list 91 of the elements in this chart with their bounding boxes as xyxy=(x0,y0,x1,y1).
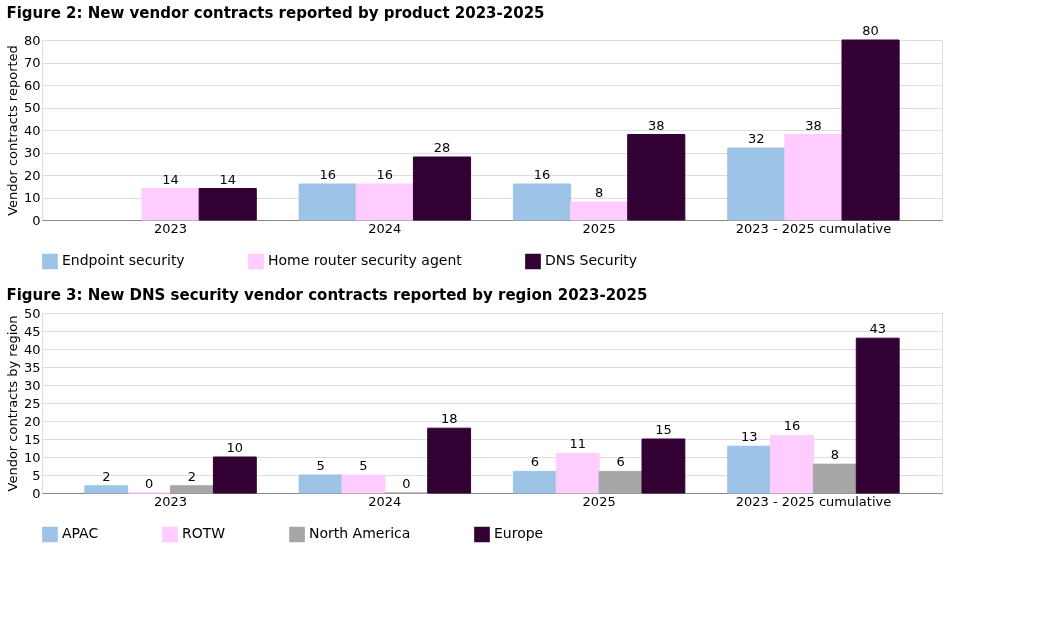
y-tick-label: 50 xyxy=(23,100,41,115)
bar xyxy=(141,188,200,221)
data-label: 11 xyxy=(569,436,586,452)
bar xyxy=(412,156,472,221)
data-label: 8 xyxy=(595,185,604,200)
bar xyxy=(512,470,557,494)
data-label: 16 xyxy=(319,167,336,182)
data-label: 14 xyxy=(162,171,179,187)
bar xyxy=(170,485,214,494)
y-tick-label: 15 xyxy=(23,431,41,447)
bar xyxy=(841,39,900,221)
bar xyxy=(812,463,857,494)
bar xyxy=(84,485,129,494)
y-tick-label: 70 xyxy=(23,55,41,70)
bar xyxy=(770,434,814,494)
bar xyxy=(355,183,414,221)
bar xyxy=(598,470,643,494)
x-tick-label: 2024 xyxy=(368,493,402,509)
data-label: 13 xyxy=(740,429,758,445)
y-tick-label: 20 xyxy=(23,167,41,183)
y-tick-label: 45 xyxy=(23,323,41,339)
x-tick-label: 2023 - 2025 cumulative xyxy=(735,493,892,509)
bar xyxy=(341,474,386,494)
data-label: 38 xyxy=(648,117,665,133)
x-tick-label: 2025 xyxy=(582,220,616,236)
y-tick-label: 80 xyxy=(23,32,41,48)
x-tick-label: 2023 - 2025 cumulative xyxy=(735,220,892,236)
data-label: 2 xyxy=(187,468,197,484)
data-label: 16 xyxy=(783,418,801,434)
legend-label: North America xyxy=(309,525,411,542)
x-tick-label: 2023 xyxy=(154,493,188,509)
data-label: 16 xyxy=(376,167,394,182)
data-label: 2 xyxy=(102,468,111,484)
bar xyxy=(727,445,772,494)
y-tick-label: 25 xyxy=(23,395,41,411)
y-tick-label: 60 xyxy=(23,77,41,93)
data-label: 15 xyxy=(655,422,672,437)
y-axis-title: Vendor contracts reported xyxy=(4,45,20,216)
bar xyxy=(627,134,686,221)
x-tick-label: 2024 xyxy=(368,220,402,236)
legend-label: Europe xyxy=(494,525,544,542)
data-label: 18 xyxy=(440,411,458,427)
bar xyxy=(427,427,472,494)
y-tick-label: 40 xyxy=(23,122,41,138)
bar xyxy=(212,456,257,494)
y-tick-label: 50 xyxy=(23,305,41,321)
y-tick-label: 20 xyxy=(23,413,41,429)
bar xyxy=(298,183,357,221)
data-label: 38 xyxy=(805,117,822,133)
bar xyxy=(727,147,786,221)
y-tick-label: 10 xyxy=(23,449,41,465)
y-tick-label: 0 xyxy=(32,212,41,228)
bar xyxy=(641,438,686,494)
data-label: 16 xyxy=(533,167,551,182)
y-tick-label: 0 xyxy=(32,485,41,501)
y-tick-label: 30 xyxy=(23,377,41,393)
legend-label: ROTW xyxy=(182,525,226,542)
legend-label: DNS Security xyxy=(545,252,638,269)
y-tick-label: 5 xyxy=(32,467,41,483)
data-label: 0 xyxy=(402,476,411,491)
bar xyxy=(512,183,572,221)
data-label: 5 xyxy=(316,458,325,473)
x-tick-label: 2023 xyxy=(154,220,188,236)
chart-title: Figure 2: New vendor contracts reported by product 2023-2025 xyxy=(6,4,545,22)
data-label: 0 xyxy=(145,476,154,491)
data-label: 32 xyxy=(748,131,765,146)
bar xyxy=(298,474,343,494)
data-label: 6 xyxy=(616,454,625,470)
legend-label: APAC xyxy=(62,525,99,542)
y-tick-label: 35 xyxy=(23,359,41,375)
bar xyxy=(570,201,629,221)
data-label: 10 xyxy=(226,440,244,455)
bar xyxy=(198,188,257,221)
data-label: 6 xyxy=(530,454,539,470)
data-label: 43 xyxy=(869,321,886,337)
data-label: 5 xyxy=(359,458,368,473)
y-tick-label: 40 xyxy=(23,341,41,357)
bar xyxy=(784,134,843,221)
bar xyxy=(555,452,600,494)
data-label: 14 xyxy=(219,171,236,187)
y-tick-label: 10 xyxy=(23,190,41,205)
bar xyxy=(855,337,900,494)
x-tick-label: 2025 xyxy=(582,493,616,509)
y-axis-title: Vendor contracts by region xyxy=(4,315,20,492)
data-label: 28 xyxy=(433,140,451,155)
legend-label: Endpoint security xyxy=(62,252,185,269)
legend-label: Home router security agent xyxy=(268,252,463,269)
data-label: 8 xyxy=(830,447,839,463)
chart-title: Figure 3: New DNS security vendor contracts reported by region 2023-2025 xyxy=(6,286,648,304)
y-tick-label: 30 xyxy=(23,145,41,160)
data-label: 80 xyxy=(862,23,879,38)
